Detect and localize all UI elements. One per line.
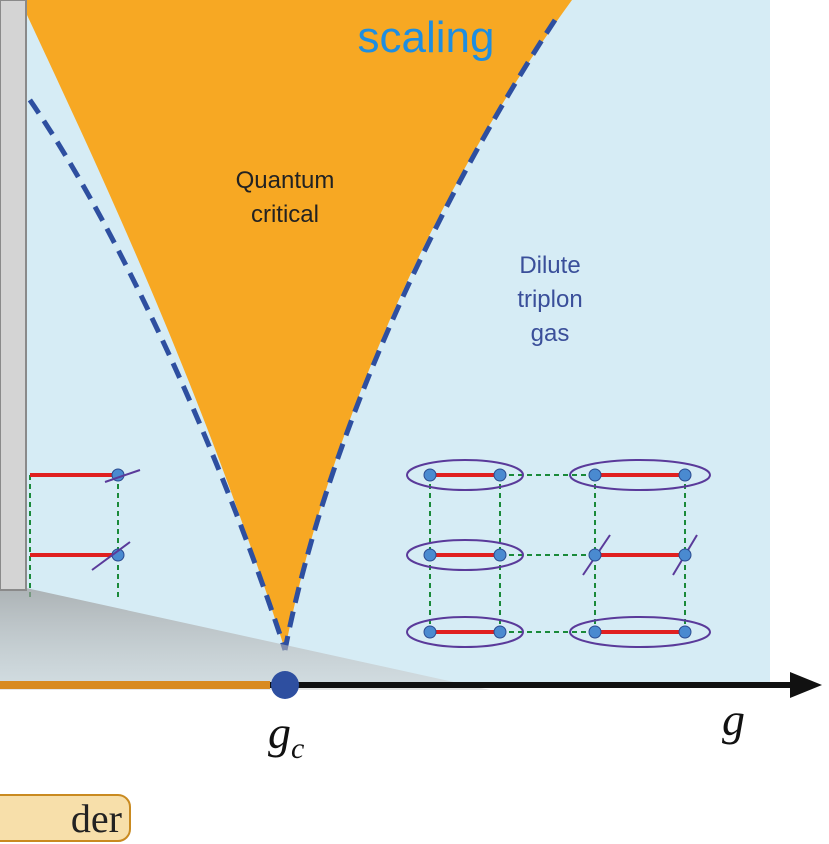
axis-label: gc xyxy=(268,707,304,765)
region-label: triplon xyxy=(517,286,582,313)
title: scaling xyxy=(358,13,495,62)
callout-panel xyxy=(0,0,26,590)
critical-point xyxy=(271,671,299,699)
axis-label-main: g xyxy=(268,707,291,758)
order-label: der xyxy=(71,796,122,841)
axis-arrow xyxy=(790,672,822,698)
axis-label: g xyxy=(722,694,745,745)
axis-label-sub: c xyxy=(291,732,304,765)
region-label: Quantum xyxy=(236,167,335,194)
slide: scaling Quantum critical Dilute triplon … xyxy=(0,0,829,844)
region-label: critical xyxy=(251,201,319,228)
region-label: Dilute xyxy=(519,252,580,279)
region-label: gas xyxy=(531,320,570,347)
page: {"title": "scaling", "regions": {"quantu… xyxy=(0,0,829,844)
